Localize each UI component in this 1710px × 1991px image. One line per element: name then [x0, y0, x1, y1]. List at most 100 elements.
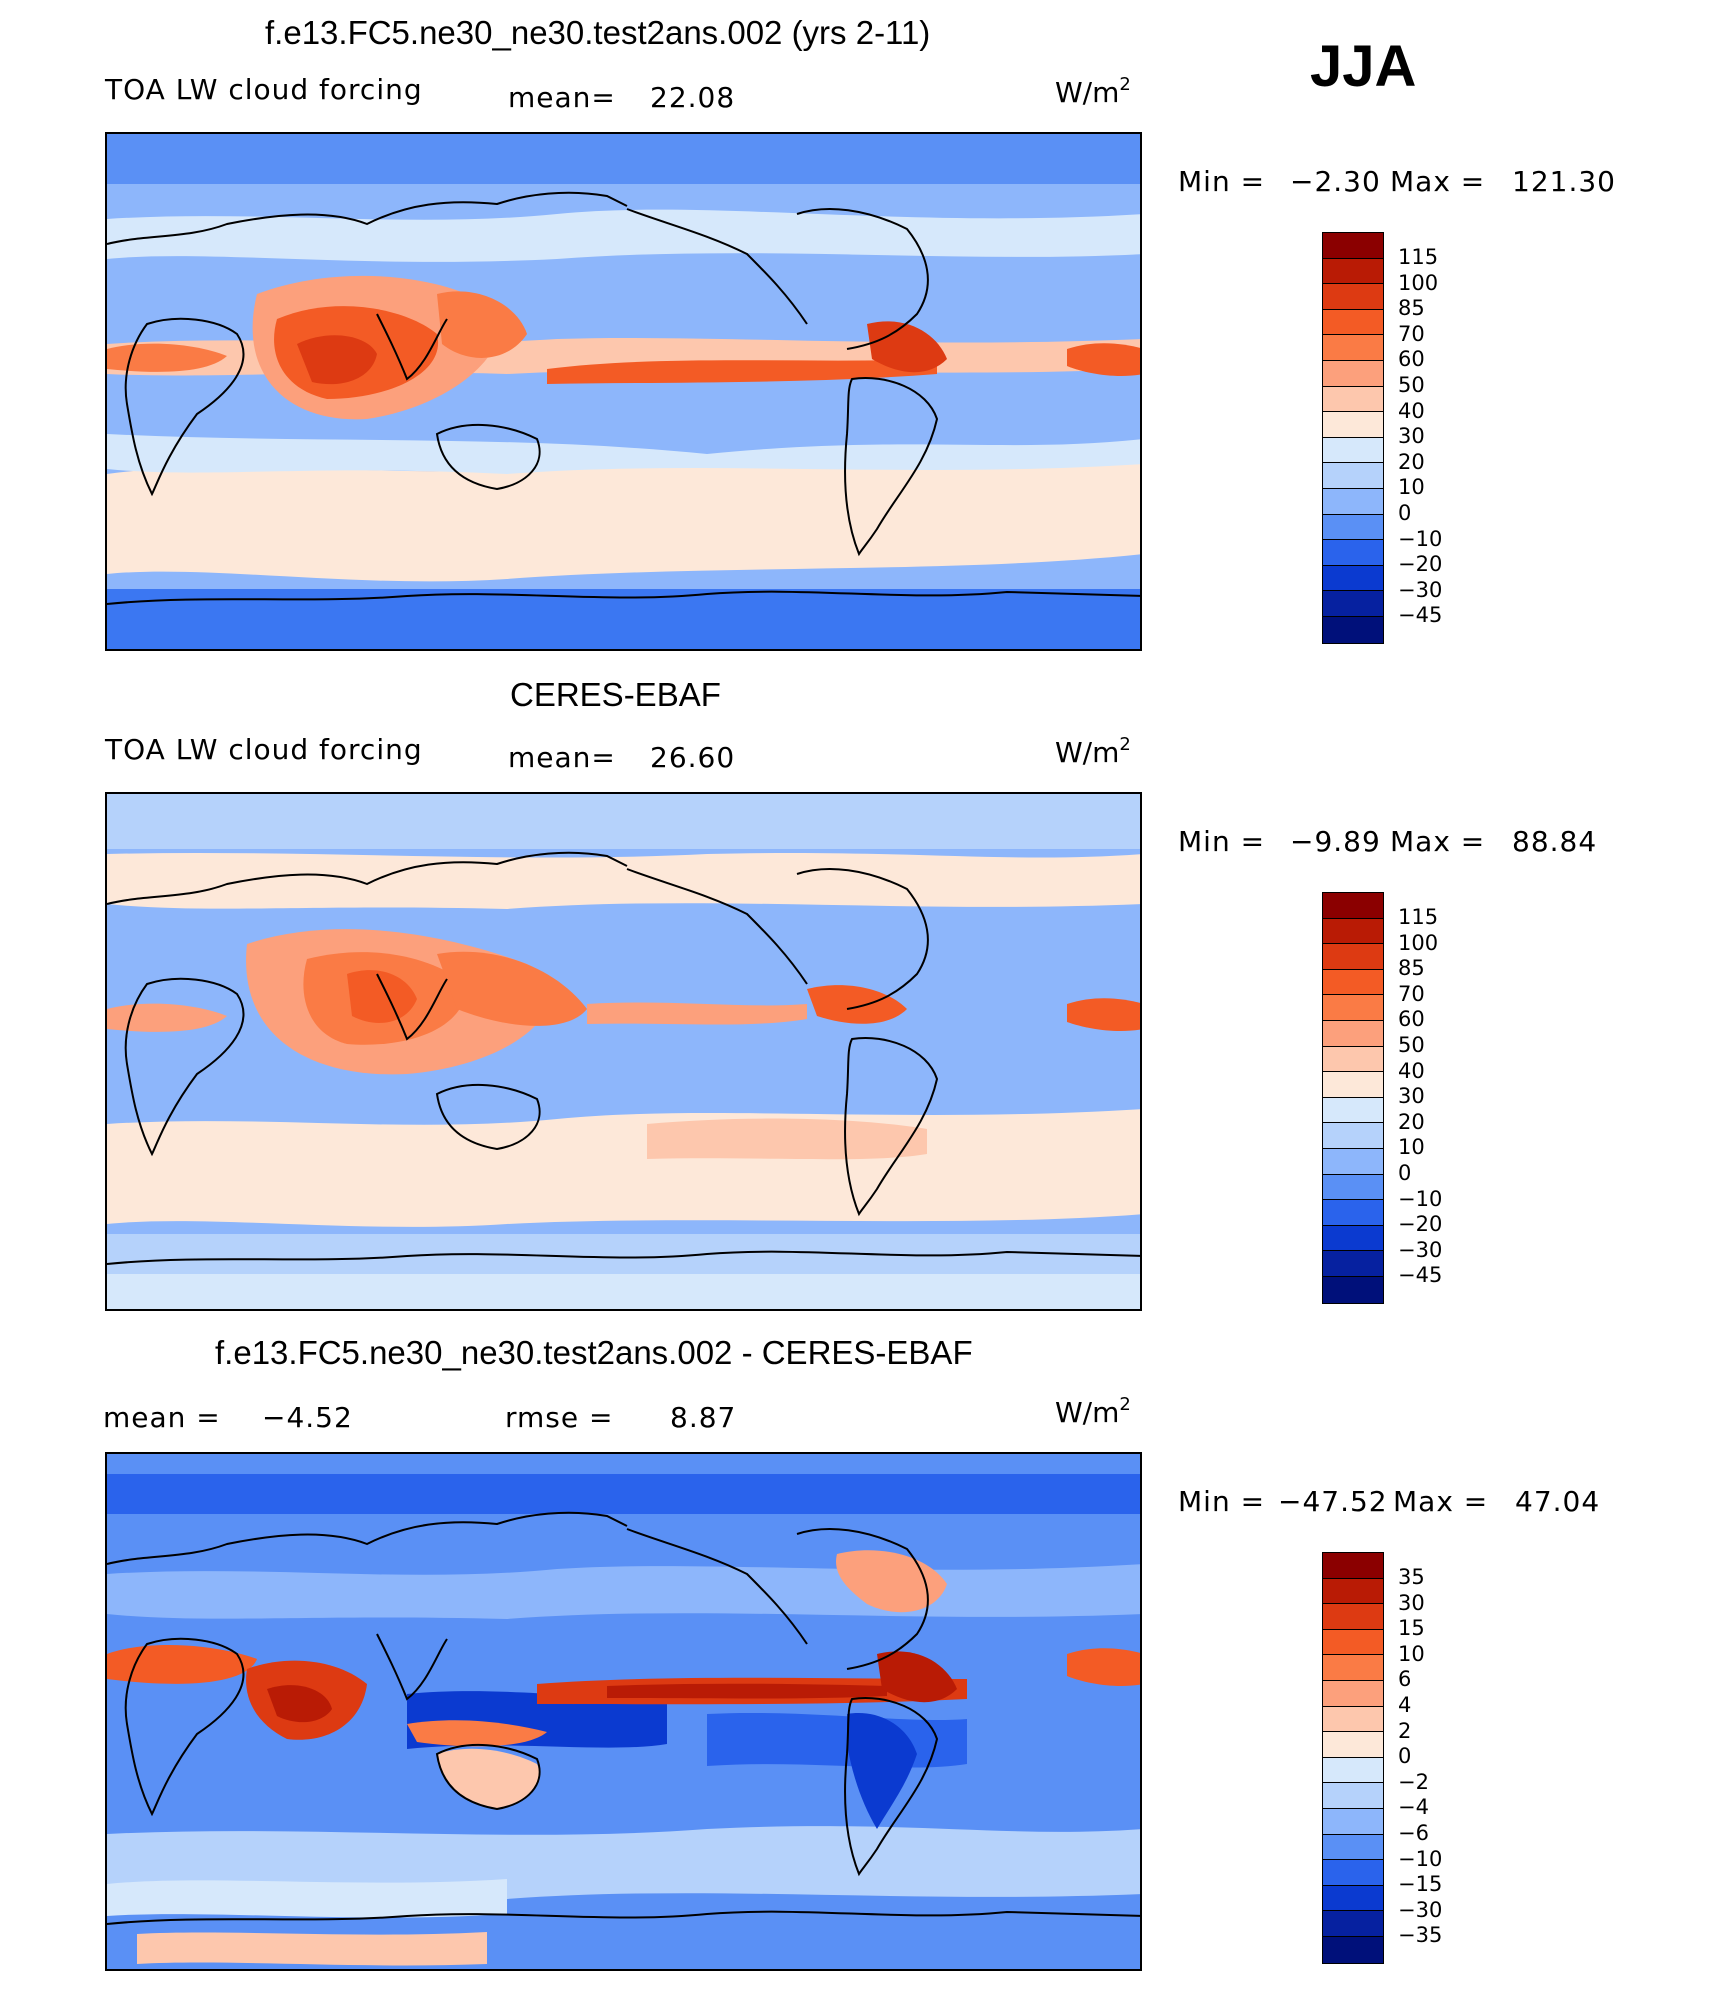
- panel3-swatch: [1323, 1680, 1383, 1707]
- colorbar-label: 10: [1398, 1641, 1425, 1666]
- panel3-swatch: [1323, 1655, 1383, 1681]
- colorbar-label: 115: [1398, 905, 1439, 929]
- colorbar-label: 4: [1398, 1692, 1412, 1717]
- panel3-swatch: [1323, 1834, 1383, 1861]
- colorbar-label: −20: [1398, 552, 1443, 577]
- colorbar-label: 40: [1398, 398, 1425, 423]
- panel2-min-value: −9.89: [1290, 825, 1381, 858]
- colorbar-label: −10: [1398, 1186, 1443, 1211]
- panel3-swatch: [1323, 1629, 1383, 1656]
- panel2-swatch: [1323, 1225, 1383, 1252]
- panel1-colorbar: [1322, 232, 1384, 644]
- panel3-mean-label: mean =: [103, 1401, 221, 1434]
- panel1-min-label: Min =: [1178, 165, 1266, 198]
- panel3-swatch: [1323, 1578, 1383, 1605]
- panel2-mean-value: 26.60: [650, 741, 736, 774]
- colorbar-label: 85: [1398, 296, 1425, 321]
- panel1-title: f.e13.FC5.ne30_ne30.test2ans.002 (yrs 2-…: [265, 14, 931, 51]
- panel3-swatch: [1323, 1936, 1383, 1963]
- panel1-swatch: [1323, 386, 1383, 413]
- panel3-swatch: [1323, 1732, 1383, 1758]
- panel3-map: [105, 1452, 1142, 1971]
- panel2-swatch: [1323, 1072, 1383, 1098]
- panel1-swatch: [1323, 514, 1383, 541]
- colorbar-label: 30: [1398, 424, 1425, 449]
- panel1-map: [105, 132, 1142, 651]
- panel3-max-label: Max =: [1393, 1485, 1489, 1518]
- panel3-swatch: [1323, 1911, 1383, 1937]
- colorbar-label: 0: [1398, 1744, 1412, 1769]
- colorbar-label: 0: [1398, 1160, 1412, 1185]
- colorbar-label: 20: [1398, 449, 1425, 474]
- colorbar-label: 60: [1398, 1007, 1425, 1032]
- colorbar-label: 6: [1398, 1667, 1412, 1692]
- colorbar-label: 115: [1398, 245, 1439, 269]
- colorbar-label: −30: [1398, 1897, 1443, 1922]
- colorbar-label: 50: [1398, 1032, 1425, 1057]
- colorbar-label: 40: [1398, 1058, 1425, 1083]
- panel1-swatch: [1323, 233, 1383, 259]
- panel3-swatch: [1323, 1885, 1383, 1912]
- colorbar-label: −10: [1398, 526, 1443, 551]
- panel3-title: f.e13.FC5.ne30_ne30.test2ans.002 - CERES…: [215, 1334, 973, 1371]
- panel1-swatch: [1323, 437, 1383, 464]
- colorbar-label: 15: [1398, 1616, 1425, 1641]
- panel1-swatch: [1323, 616, 1383, 643]
- colorbar-label: 70: [1398, 321, 1425, 346]
- colorbar-label: −30: [1398, 577, 1443, 602]
- panel1-swatch: [1323, 488, 1383, 515]
- panel1-mean-label: mean=: [508, 81, 616, 114]
- panel1-min-value: −2.30: [1290, 165, 1381, 198]
- panel2-swatch: [1323, 995, 1383, 1021]
- panel3-min-label: Min =: [1178, 1485, 1266, 1518]
- panel2-swatch: [1323, 1123, 1383, 1149]
- panel3-swatch: [1323, 1808, 1383, 1835]
- colorbar-label: 50: [1398, 372, 1425, 397]
- panel2-max-value: 88.84: [1512, 825, 1598, 858]
- colorbar-label: −45: [1398, 1263, 1443, 1288]
- colorbar-label: 0: [1398, 500, 1412, 525]
- panel3-colorbar: [1322, 1552, 1384, 1964]
- colorbar-label: 70: [1398, 981, 1425, 1006]
- colorbar-label: −30: [1398, 1237, 1443, 1262]
- colorbar-label: −35: [1398, 1923, 1443, 1948]
- panel1-swatch: [1323, 258, 1383, 285]
- panel2-swatch: [1323, 1200, 1383, 1226]
- colorbar-label: 35: [1398, 1565, 1425, 1589]
- panel2-swatch: [1323, 1174, 1383, 1201]
- colorbar-label: −20: [1398, 1212, 1443, 1237]
- panel1-variable: TOA LW cloud forcing: [105, 73, 423, 106]
- colorbar-label: −15: [1398, 1872, 1443, 1897]
- panel2-units: W/m2: [1055, 734, 1131, 769]
- panel2-swatch: [1323, 1148, 1383, 1175]
- panel3-swatch: [1323, 1706, 1383, 1733]
- panel3-colorbar-labels: 35 30 15 10 6 4 2 0 −2 −4 −6 −10 −15 −30…: [1398, 1565, 1442, 1949]
- colorbar-label: 100: [1398, 930, 1439, 955]
- panel3-mean-value: −4.52: [262, 1401, 353, 1434]
- colorbar-label: 85: [1398, 956, 1425, 981]
- panel1-swatch: [1323, 591, 1383, 617]
- panel2-swatch: [1323, 1020, 1383, 1047]
- panel2-colorbar-labels: 115 100 85 70 60 50 40 30 20 10 0 −10 −2…: [1398, 905, 1442, 1289]
- panel1-swatch: [1323, 284, 1383, 310]
- panel1-swatch: [1323, 360, 1383, 387]
- panel2-swatch: [1323, 944, 1383, 970]
- panel2-variable: TOA LW cloud forcing: [105, 733, 423, 766]
- panel2-max-label: Max =: [1390, 825, 1486, 858]
- panel3-swatch: [1323, 1553, 1383, 1579]
- panel1-mean-value: 22.08: [650, 81, 736, 114]
- colorbar-label: 20: [1398, 1109, 1425, 1134]
- colorbar-label: 2: [1398, 1718, 1412, 1743]
- colorbar-label: 60: [1398, 347, 1425, 372]
- panel1-max-label: Max =: [1390, 165, 1486, 198]
- colorbar-label: −6: [1398, 1820, 1429, 1845]
- panel1-swatch: [1323, 309, 1383, 336]
- panel1-swatch: [1323, 540, 1383, 566]
- panel1-swatch: [1323, 463, 1383, 489]
- panel3-rmse-label: rmse =: [505, 1401, 614, 1434]
- panel2-mean-label: mean=: [508, 741, 616, 774]
- panel2-swatch: [1323, 1046, 1383, 1073]
- panel2-min-label: Min =: [1178, 825, 1266, 858]
- panel2-map: [105, 792, 1142, 1311]
- colorbar-label: −45: [1398, 603, 1443, 628]
